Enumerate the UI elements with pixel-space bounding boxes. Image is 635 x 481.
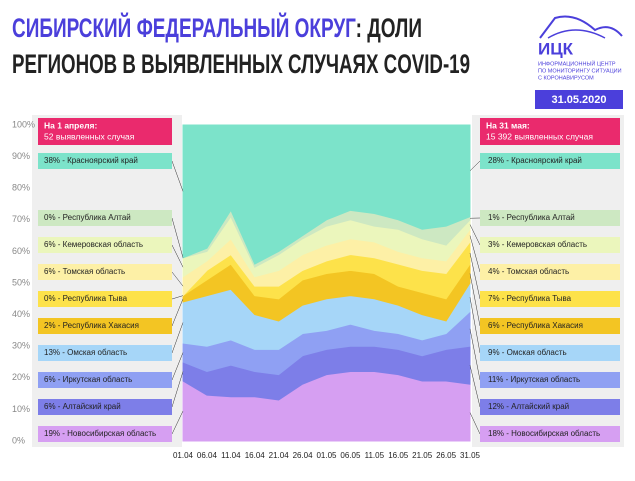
chart-title: СИБИРСКИЙ ФЕДЕРАЛЬНЫЙ ОКРУГ: ДОЛИ bbox=[12, 12, 422, 43]
logo-caption: С КОРОНАВИРУСОМ bbox=[538, 75, 594, 81]
logo-caption: ПО МОНИТОРИНГУ СИТУАЦИИ bbox=[538, 68, 622, 74]
chart-title: РЕГИОНОВ В ВЫЯВЛЕННЫХ СЛУЧАЯХ COVID-19 bbox=[12, 49, 470, 79]
y-tick-label: 90% bbox=[12, 151, 30, 161]
title-rest: : ДОЛИ bbox=[356, 13, 422, 43]
y-tick-label: 30% bbox=[12, 341, 30, 351]
y-tick-label: 80% bbox=[12, 183, 30, 193]
start-header: На 1 апреля: bbox=[44, 120, 97, 130]
end-header: На 31 мая: bbox=[486, 120, 530, 130]
legend-label: 28% - Красноярский край bbox=[488, 156, 582, 165]
legend-label: 0% - Республика Тыва bbox=[44, 294, 128, 303]
x-tick-label: 11.05 bbox=[365, 451, 385, 460]
logo-mark bbox=[548, 30, 605, 38]
y-tick-label: 60% bbox=[12, 246, 30, 256]
legend-label: 19% - Новосибирская область bbox=[44, 429, 156, 438]
y-tick-label: 100% bbox=[12, 119, 35, 129]
x-tick-label: 16.05 bbox=[388, 451, 409, 460]
x-tick-label: 06.04 bbox=[197, 451, 218, 460]
legend-label: 6% - Иркутская область bbox=[44, 375, 132, 384]
x-tick-label: 26.04 bbox=[293, 451, 314, 460]
date: 31.05.2020 bbox=[551, 94, 606, 106]
legend-label: 6% - Томская область bbox=[44, 267, 125, 276]
legend-label: 7% - Республика Тыва bbox=[488, 294, 572, 303]
legend-label: 9% - Омская область bbox=[488, 348, 567, 357]
x-tick-label: 01.04 bbox=[173, 451, 194, 460]
x-tick-label: 21.05 bbox=[412, 451, 433, 460]
y-tick-label: 10% bbox=[12, 404, 30, 414]
start-cases: 52 выявленных случая bbox=[44, 131, 135, 141]
y-tick-label: 50% bbox=[12, 277, 30, 287]
legend-label: 0% - Республика Алтай bbox=[44, 213, 131, 222]
legend-label: 6% - Республика Хакасия bbox=[488, 321, 583, 330]
y-tick-label: 20% bbox=[12, 372, 30, 382]
logo-text: ИЦК bbox=[538, 39, 574, 58]
legend-label: 13% - Омская область bbox=[44, 348, 127, 357]
legend-label: 4% - Томская область bbox=[488, 267, 569, 276]
x-tick-label: 11.04 bbox=[221, 451, 241, 460]
legend-label: 2% - Республика Хакасия bbox=[44, 321, 139, 330]
y-tick-label: 0% bbox=[12, 435, 25, 445]
x-tick-label: 06.05 bbox=[340, 451, 361, 460]
legend-label: 6% - Алтайский край bbox=[44, 402, 121, 411]
legend-label: 3% - Кемеровская область bbox=[488, 240, 587, 249]
y-tick-label: 40% bbox=[12, 309, 30, 319]
logo-mark bbox=[540, 17, 622, 39]
legend-label: 6% - Кемеровская область bbox=[44, 240, 143, 249]
x-tick-label: 31.05 bbox=[460, 451, 481, 460]
x-tick-label: 01.05 bbox=[316, 451, 337, 460]
legend-label: 1% - Республика Алтай bbox=[488, 213, 575, 222]
legend-label: 11% - Иркутская область bbox=[488, 375, 580, 384]
legend-label: 38% - Красноярский край bbox=[44, 156, 138, 165]
x-tick-label: 26.05 bbox=[436, 451, 457, 460]
x-tick-label: 16.04 bbox=[245, 451, 266, 460]
title-highlight: СИБИРСКИЙ ФЕДЕРАЛЬНЫЙ ОКРУГ bbox=[12, 12, 356, 43]
legend-label: 18% - Новосибирская область bbox=[488, 429, 600, 438]
y-tick-label: 70% bbox=[12, 214, 30, 224]
logo-caption: ИНФОРМАЦИОННЫЙ ЦЕНТР bbox=[538, 59, 616, 67]
legend-label: 12% - Алтайский край bbox=[488, 402, 569, 411]
end-cases: 15 392 выявленных случая bbox=[486, 131, 593, 141]
x-tick-label: 21.04 bbox=[269, 451, 290, 460]
